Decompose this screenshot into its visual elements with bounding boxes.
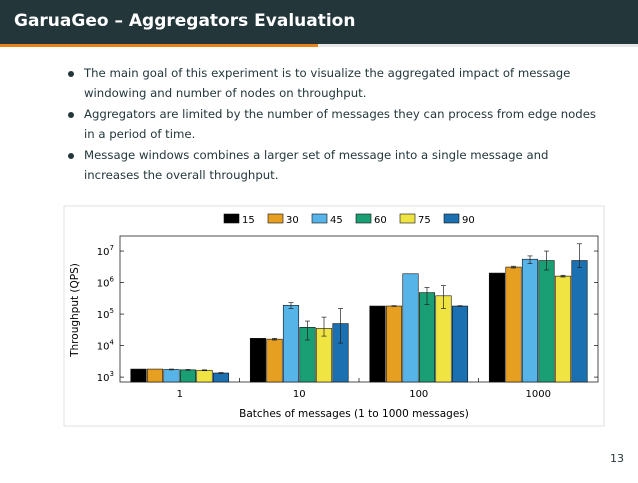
x-tick-label: 1000 [526, 389, 551, 400]
legend-label: 60 [374, 215, 387, 226]
bar-45-1000 [521, 258, 539, 383]
legend-label: 30 [286, 215, 299, 226]
legend-swatch [399, 213, 416, 224]
bullet-dot-icon [68, 112, 74, 118]
y-tick-label: 106 [97, 276, 115, 290]
title-progress-bar [0, 44, 318, 47]
bar-75-1000 [554, 275, 572, 383]
bar-75-1 [196, 369, 213, 383]
legend-swatch [355, 213, 372, 224]
bullet-dot-icon [68, 71, 74, 77]
bar-60-1 [179, 369, 197, 383]
legend-label: 75 [418, 215, 431, 226]
bar-90-100 [451, 305, 469, 383]
bar-45-100 [402, 273, 419, 383]
bar-15-1 [130, 368, 147, 383]
legend-swatch [223, 213, 240, 224]
chart-legend: 15 30 45 60 75 90 [223, 213, 475, 226]
bar-30-1 [146, 368, 164, 383]
bullet-dot-icon [68, 153, 74, 159]
y-axis-label: Throughput (QPS) [69, 263, 81, 358]
legend-swatch [443, 213, 460, 224]
legend-label: 90 [462, 215, 475, 226]
bar-45-10 [282, 304, 300, 383]
y-tick-label: 107 [97, 244, 114, 258]
bar-15-10 [249, 338, 267, 383]
x-tick-label: 1 [177, 389, 183, 400]
bar-30-100 [385, 305, 403, 383]
bar-60-100 [418, 292, 436, 383]
legend-label: 45 [330, 215, 343, 226]
bullet-list: The main goal of this experiment is to v… [64, 64, 604, 187]
y-tick-label: 105 [97, 307, 114, 321]
title-bar: GaruaGeo – Aggregators Evaluation [0, 0, 638, 44]
bar-15-1000 [488, 272, 506, 383]
bar-75-10 [315, 328, 333, 383]
x-tick-label: 10 [293, 389, 306, 400]
y-tick-label: 104 [97, 339, 115, 353]
legend-label: 15 [242, 215, 255, 226]
bullet-text: The main goal of this experiment is to v… [84, 66, 571, 100]
page-number: 13 [610, 452, 624, 465]
bar-60-1000 [538, 260, 555, 383]
legend-swatch [311, 213, 328, 224]
bullet-item: The main goal of this experiment is to v… [64, 64, 604, 103]
bar-30-10 [266, 338, 283, 383]
bullet-item: Aggregators are limited by the number of… [64, 105, 604, 144]
y-tick-label: 103 [97, 370, 114, 384]
y-axis: 103 104 105 106 107 [97, 244, 598, 384]
bullet-item: Message windows combines a larger set of… [64, 146, 604, 185]
bullet-text: Message windows combines a larger set of… [84, 148, 549, 182]
bar-90-1 [212, 372, 230, 383]
bar-30-1000 [505, 266, 522, 383]
bullet-text: Aggregators are limited by the number of… [84, 107, 596, 141]
bar-45-1 [163, 369, 180, 383]
x-axis-label: Batches of messages (1 to 1000 messages) [239, 408, 469, 420]
x-axis: 1 10 100 1000 [177, 378, 551, 400]
title-underline [0, 44, 638, 47]
slide-title: GaruaGeo – Aggregators Evaluation [14, 11, 356, 31]
x-tick-label: 100 [409, 389, 428, 400]
bar-90-1000 [571, 260, 588, 383]
bar-15-100 [369, 305, 386, 383]
bar-series [130, 243, 588, 383]
legend-swatch [267, 213, 284, 224]
